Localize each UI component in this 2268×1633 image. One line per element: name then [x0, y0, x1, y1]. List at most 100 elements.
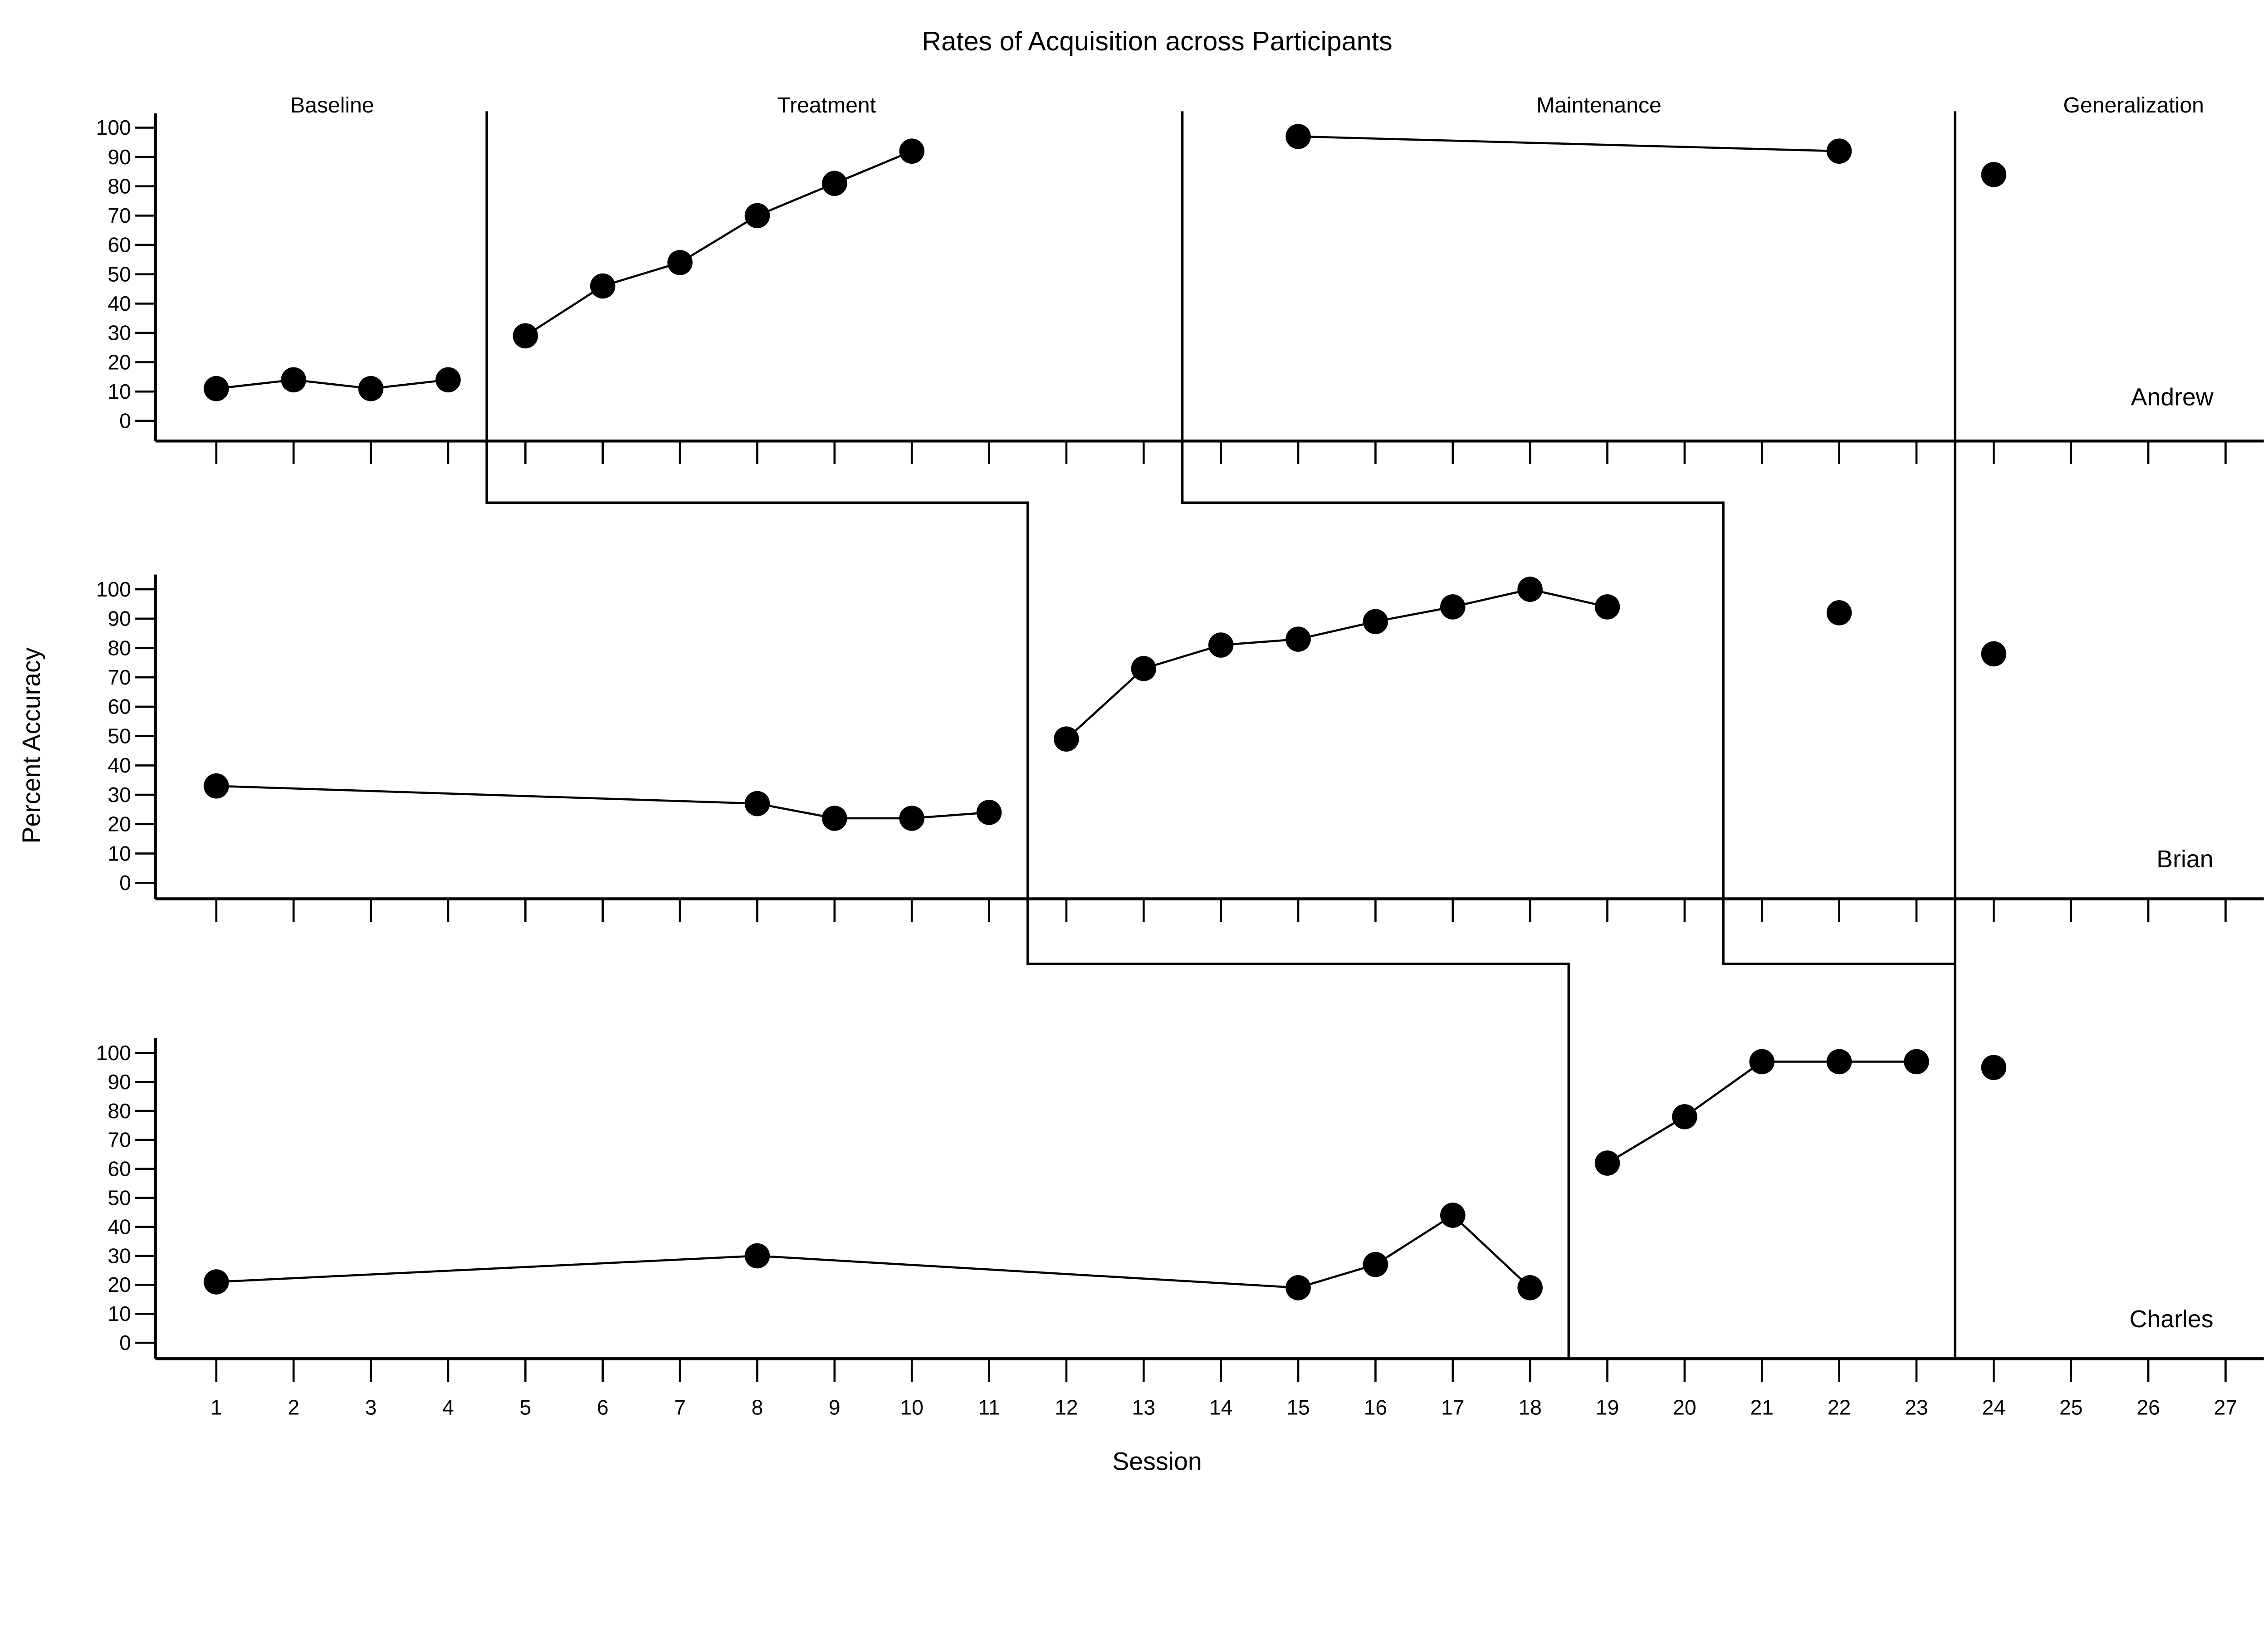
x-tick-label: 13: [1132, 1396, 1155, 1419]
data-point-brian-session-11: [976, 800, 1002, 825]
x-tick-label: 10: [900, 1396, 923, 1419]
x-tick-label: 7: [674, 1396, 686, 1419]
y-tick-label: 0: [119, 871, 131, 895]
x-tick-label: 5: [519, 1396, 531, 1419]
y-tick-label: 10: [108, 1302, 131, 1325]
data-point-andrew-session-9: [822, 171, 847, 196]
y-tick-label: 50: [108, 724, 131, 748]
y-tick-label: 80: [108, 174, 131, 198]
data-point-andrew-session-5: [513, 323, 538, 349]
data-point-brian-session-12: [1054, 726, 1079, 752]
x-tick-label: 25: [2059, 1396, 2082, 1419]
data-point-charles-session-22: [1826, 1049, 1852, 1075]
data-point-charles-session-1: [204, 1269, 229, 1295]
y-tick-label: 70: [108, 204, 131, 227]
x-tick-label: 12: [1055, 1396, 1078, 1419]
y-tick-label: 90: [108, 145, 131, 169]
data-point-brian-session-15: [1286, 626, 1311, 652]
acquisition-chart: 0102030405060708090100010203040506070809…: [17, 26, 2264, 1476]
y-tick-label: 40: [108, 292, 131, 315]
data-point-andrew-session-2: [281, 367, 307, 393]
data-point-andrew-session-10: [899, 138, 924, 164]
data-point-andrew-session-4: [435, 367, 461, 393]
y-tick-label: 0: [119, 1331, 131, 1354]
data-point-andrew-session-22: [1826, 138, 1852, 164]
data-point-andrew-session-1: [204, 376, 229, 401]
y-tick-label: 10: [108, 380, 131, 403]
data-point-brian-session-14: [1208, 632, 1234, 658]
y-tick-label: 80: [108, 636, 131, 660]
chart-title: Rates of Acquisition across Participants: [922, 26, 1392, 56]
y-tick-label: 100: [96, 577, 131, 601]
y-tick-label: 40: [108, 1215, 131, 1238]
y-axis-title: Percent Accuracy: [17, 647, 45, 843]
data-point-charles-session-8: [744, 1243, 770, 1269]
y-tick-label: 80: [108, 1099, 131, 1123]
data-point-charles-session-18: [1517, 1275, 1543, 1301]
chart-render-layer: 0102030405060708090100010203040506070809…: [96, 111, 2264, 1419]
data-point-charles-session-23: [1904, 1049, 1929, 1075]
data-point-charles-session-24: [1981, 1055, 2007, 1081]
data-point-brian-session-10: [899, 806, 924, 831]
y-tick-label: 60: [108, 1157, 131, 1181]
y-tick-label: 90: [108, 1070, 131, 1094]
x-tick-label: 2: [288, 1396, 299, 1419]
y-tick-label: 100: [96, 1041, 131, 1065]
data-line-charles-baseline: [216, 1214, 1531, 1289]
data-point-charles-session-20: [1672, 1104, 1697, 1129]
y-tick-label: 10: [108, 841, 131, 865]
x-tick-label: 17: [1441, 1396, 1464, 1419]
data-point-charles-session-17: [1440, 1203, 1466, 1228]
data-point-brian-session-16: [1363, 609, 1388, 635]
data-point-brian-session-18: [1517, 577, 1543, 602]
y-tick-label: 70: [108, 1128, 131, 1152]
data-point-charles-session-15: [1286, 1275, 1311, 1301]
x-tick-label: 27: [2214, 1396, 2237, 1419]
data-point-brian-session-1: [204, 773, 229, 799]
y-tick-label: 0: [119, 409, 131, 433]
x-tick-label: 20: [1673, 1396, 1696, 1419]
y-tick-label: 70: [108, 665, 131, 689]
y-tick-label: 20: [108, 350, 131, 374]
y-tick-label: 50: [108, 1186, 131, 1209]
data-point-brian-session-9: [822, 806, 847, 831]
x-tick-label: 23: [1905, 1396, 1928, 1419]
phase-label-maintenance: Maintenance: [1536, 93, 1662, 117]
data-point-brian-session-19: [1594, 594, 1620, 620]
x-tick-label: 19: [1596, 1396, 1619, 1419]
data-line-andrew-treatment: [525, 150, 913, 337]
x-tick-label: 8: [752, 1396, 763, 1419]
data-point-charles-session-16: [1363, 1252, 1388, 1277]
y-tick-label: 30: [108, 1244, 131, 1267]
x-tick-label: 6: [597, 1396, 609, 1419]
x-tick-label: 22: [1828, 1396, 1851, 1419]
data-point-andrew-session-7: [667, 249, 693, 275]
x-tick-label: 4: [442, 1396, 454, 1419]
data-point-andrew-session-3: [358, 376, 384, 401]
data-line-andrew-baseline: [216, 378, 449, 390]
x-tick-label: 15: [1286, 1396, 1310, 1419]
data-point-andrew-session-8: [744, 203, 770, 229]
y-tick-label: 90: [108, 607, 131, 631]
y-tick-label: 20: [108, 812, 131, 836]
x-tick-label: 26: [2136, 1396, 2160, 1419]
participant-label-brian: Brian: [2156, 846, 2213, 873]
data-point-charles-session-21: [1749, 1049, 1775, 1075]
phase-label-generalization: Generalization: [2063, 93, 2204, 117]
y-tick-label: 30: [108, 783, 131, 807]
y-tick-label: 20: [108, 1273, 131, 1296]
data-point-brian-session-22: [1826, 600, 1852, 626]
treatment-maintenance-boundary: [1181, 111, 1955, 965]
x-tick-label: 11: [978, 1396, 1000, 1419]
y-tick-label: 60: [108, 233, 131, 257]
data-point-brian-session-24: [1981, 641, 2007, 667]
x-tick-label: 3: [365, 1396, 377, 1419]
data-line-andrew-maintenance: [1298, 135, 1839, 152]
data-point-andrew-session-24: [1981, 162, 2007, 187]
figure-container: 0 10 20 30 40 50 60 70 80 90 100 0 10 20 30 40 50 60 70 80 9…: [17, 26, 2264, 1476]
participant-label-charles: Charles: [2130, 1305, 2214, 1333]
data-line-brian-treatment: [1066, 588, 1608, 740]
x-axis-title: Session: [1112, 1447, 1202, 1476]
baseline-treatment-boundary: [485, 111, 1570, 1359]
x-tick-label: 21: [1750, 1396, 1774, 1419]
